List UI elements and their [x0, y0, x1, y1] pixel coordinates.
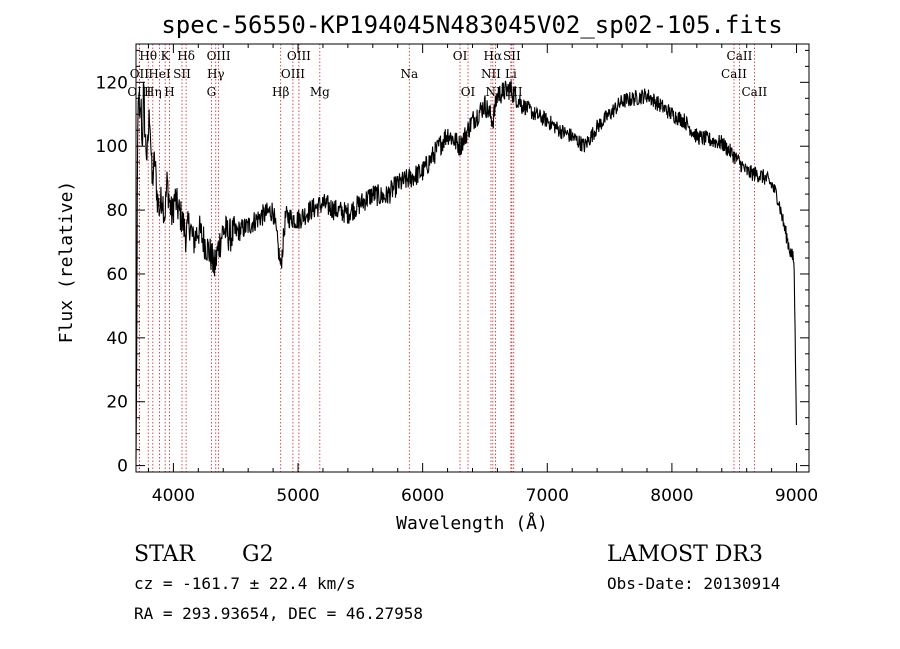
- x-tick-label-1: 5000: [276, 486, 319, 506]
- x-tick-label-3: 7000: [526, 486, 569, 506]
- marker-label-7: Hγ: [207, 67, 225, 81]
- marker-label-20: SII: [503, 49, 521, 63]
- marker-label-17: OI: [453, 49, 468, 63]
- y-tick-label-5: 100: [96, 137, 128, 157]
- spectral-line-markers: [138, 44, 755, 472]
- marker-label-14: Hβ: [272, 85, 289, 99]
- observation-date: Obs-Date: 20130914: [607, 574, 780, 593]
- marker-label-22: Li: [505, 67, 517, 81]
- y-tick-label-2: 40: [106, 329, 128, 349]
- marker-label-11: G: [207, 85, 217, 99]
- marker-label-0: Hθ: [139, 49, 157, 63]
- survey-name: LAMOST DR3: [607, 542, 763, 567]
- marker-label-16: Na: [400, 67, 418, 81]
- y-tick-label-0: 0: [117, 457, 128, 477]
- marker-label-10: H: [164, 85, 174, 99]
- redshift-velocity: cz = -161.7 ± 22.4 km/s: [134, 574, 356, 593]
- chart-title: spec-56550-KP194045N483045V02_sp02-105.f…: [161, 11, 782, 39]
- marker-label-2: Hδ: [177, 49, 195, 63]
- plot-frame: [135, 43, 810, 473]
- marker-label-4: OII: [130, 67, 150, 81]
- marker-label-26: CaII: [721, 67, 747, 81]
- x-tick-label-4: 8000: [650, 486, 693, 506]
- marker-label-19: Hα: [484, 49, 503, 63]
- y-tick-label-3: 60: [106, 265, 128, 285]
- object-class: STAR: [134, 542, 196, 567]
- x-tick-label-0: 4000: [152, 486, 195, 506]
- marker-label-25: CaII: [727, 49, 753, 63]
- marker-label-9: Hη: [144, 85, 162, 99]
- marker-label-1: K: [161, 49, 171, 63]
- marker-label-3: OIII: [207, 49, 231, 63]
- marker-label-21: NII: [481, 67, 501, 81]
- marker-label-12: OIII: [287, 49, 311, 63]
- y-tick-label-4: 80: [106, 201, 128, 221]
- y-tick-label-6: 120: [96, 73, 128, 93]
- marker-label-18: OI: [461, 85, 476, 99]
- spectral-subclass: G2: [242, 542, 274, 567]
- x-tick-label-2: 6000: [401, 486, 444, 506]
- marker-label-6: SII: [173, 67, 191, 81]
- x-axis-ticks: 4000 5000 6000 7000 8000 9000: [147, 44, 818, 506]
- x-axis-label: Wavelength (Å): [396, 512, 548, 534]
- y-tick-label-1: 20: [106, 393, 128, 413]
- marker-label-15: Mg: [310, 85, 330, 99]
- marker-label-13: OIII: [281, 67, 305, 81]
- marker-label-23: NII: [485, 85, 505, 99]
- spectrum-line: [135, 80, 797, 461]
- y-axis-label: Flux (relative): [56, 181, 77, 344]
- marker-label-27: CaII: [741, 85, 767, 99]
- x-tick-label-5: 9000: [775, 486, 818, 506]
- marker-label-5: HeI: [148, 67, 171, 81]
- coordinates: RA = 293.93654, DEC = 46.27958: [134, 604, 423, 623]
- y-axis-ticks: 0 20 40 60 80 100 120: [96, 49, 809, 477]
